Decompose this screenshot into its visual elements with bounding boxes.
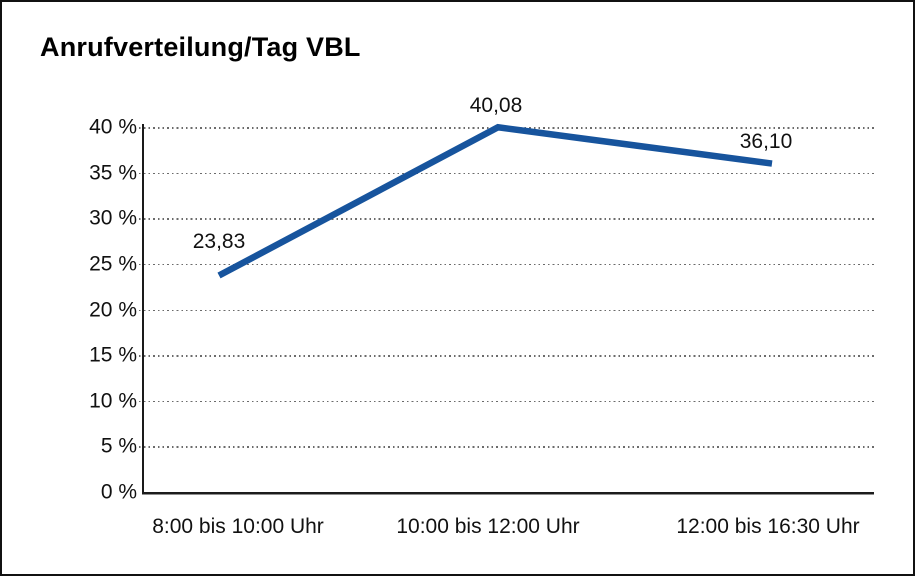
data-point-label: 23,83 xyxy=(192,229,246,253)
y-tick-label: 40 % xyxy=(89,115,137,139)
series-polyline xyxy=(217,123,773,279)
y-tick-label: 35 % xyxy=(89,161,137,185)
dotted-gridline xyxy=(139,218,874,220)
x-category-label: 12:00 bis 16:30 Uhr xyxy=(676,515,860,538)
y-tick-label: 15 % xyxy=(89,343,137,367)
y-tick-label: 25 % xyxy=(89,252,137,276)
dotted-gridline xyxy=(139,263,874,266)
dotted-gridline xyxy=(139,400,874,403)
x-category-label: 10:00 bis 12:00 Uhr xyxy=(396,515,580,538)
data-point-label: 40,08 xyxy=(469,94,523,118)
y-tick-label: 30 % xyxy=(89,206,137,230)
dotted-gridline xyxy=(139,172,874,175)
x-axis-line xyxy=(142,492,874,495)
chart-title: Anrufverteilung/Tag VBL xyxy=(40,32,361,62)
x-category-label: 8:00 bis 10:00 Uhr xyxy=(152,515,324,538)
data-point-label: 36,10 xyxy=(739,129,793,153)
y-tick-label: 10 % xyxy=(89,389,137,413)
y-axis-line xyxy=(142,124,144,495)
dotted-gridline xyxy=(139,309,874,312)
y-tick-label: 0 % xyxy=(100,480,137,504)
dotted-gridline xyxy=(139,446,874,448)
y-tick-label: 5 % xyxy=(100,434,137,458)
y-tick-label: 20 % xyxy=(89,298,137,322)
dotted-gridline xyxy=(139,355,874,357)
